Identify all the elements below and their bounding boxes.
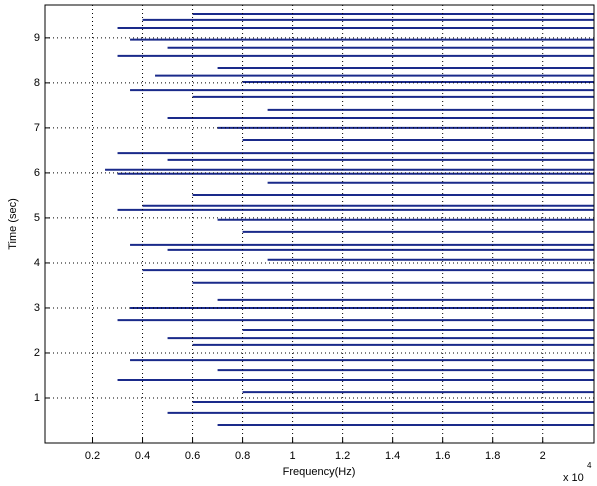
x-tick-label: 1.2: [335, 450, 350, 462]
x-tick-label: 1: [290, 450, 296, 462]
y-tick-label: 8: [34, 77, 40, 89]
y-tick-label: 2: [34, 347, 40, 359]
x-tick-label: 1.4: [385, 450, 400, 462]
x-exponent-base: x 10: [563, 472, 584, 484]
y-tick-label: 7: [34, 122, 40, 134]
y-tick-label: 5: [34, 212, 40, 224]
y-tick-label: 9: [34, 32, 40, 44]
x-tick-label: 2: [540, 450, 546, 462]
x-tick-label: 0.8: [235, 450, 250, 462]
x-tick-label: 0.6: [185, 450, 200, 462]
y-tick-label: 4: [34, 257, 40, 269]
plot-frame: [44, 4, 595, 444]
y-tick-label: 1: [34, 392, 40, 404]
x-axis-label: Frequency(Hz): [283, 466, 356, 478]
y-tick-label: 3: [34, 302, 40, 314]
y-tick-label: 6: [34, 167, 40, 179]
x-tick-label: 0.4: [135, 450, 150, 462]
x-tick-label: 1.6: [435, 450, 450, 462]
y-axis-label: Time (sec): [7, 198, 19, 250]
x-tick-label: 0.2: [85, 450, 100, 462]
x-tick-label: 1.8: [485, 450, 500, 462]
x-exponent: 4: [587, 461, 592, 470]
